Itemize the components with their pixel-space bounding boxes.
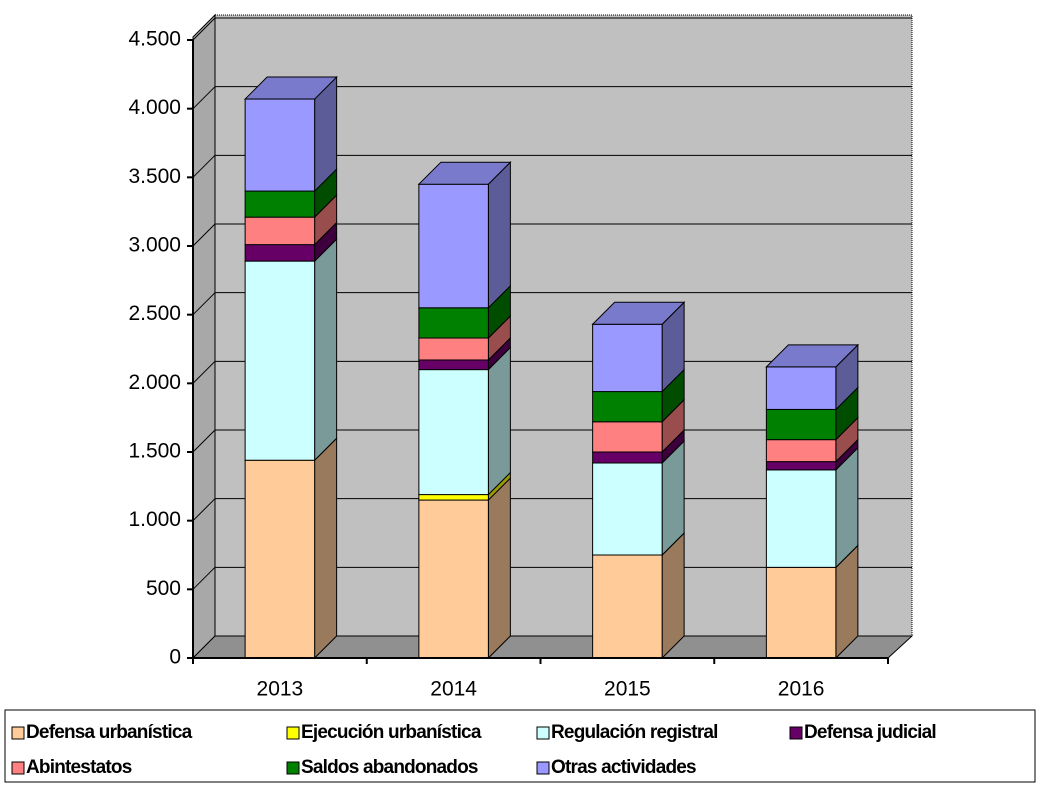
bar — [765, 408, 837, 441]
bar-top — [765, 344, 860, 368]
legend-label: Defensa urbanística — [26, 722, 193, 743]
grid-line-side — [192, 154, 216, 178]
y-tick-label: 500 — [146, 577, 181, 600]
y-tick-label: 3.500 — [128, 165, 181, 188]
x-tick-label: 2014 — [430, 678, 477, 701]
x-tick-label: 2015 — [604, 678, 651, 701]
bar — [592, 462, 663, 556]
bar — [765, 366, 837, 410]
bar — [765, 439, 837, 463]
legend-swatch — [286, 726, 300, 740]
bar — [592, 323, 663, 393]
legend-label: Defensa judicial — [804, 722, 936, 743]
bar-side — [314, 437, 338, 660]
legend-box — [4, 709, 1036, 783]
legend-label: Saldos abandonados — [301, 757, 478, 778]
bar — [418, 307, 489, 339]
y-tick-label: 1.000 — [128, 508, 181, 531]
bar — [418, 499, 489, 659]
legend-label: Abintestatos — [26, 757, 132, 778]
grid-line-side — [192, 17, 216, 41]
bar-top — [591, 301, 686, 325]
grid-line-side — [192, 223, 216, 247]
bar — [244, 260, 316, 461]
bar — [418, 359, 489, 371]
x-tick-label: 2016 — [778, 678, 825, 701]
legend-label: Regulación registral — [551, 722, 718, 743]
y-tick-label: 2.500 — [128, 302, 181, 325]
y-tick-label: 0 — [169, 646, 181, 669]
legend-swatch — [789, 726, 803, 740]
y-tick-label: 2.000 — [128, 371, 181, 394]
bar — [765, 566, 837, 659]
bar — [592, 451, 663, 464]
bars — [243, 75, 860, 660]
grid-line-side — [192, 292, 216, 316]
legend-swatch — [286, 761, 300, 775]
legend-swatch — [11, 761, 25, 775]
y-tick-label: 1.500 — [128, 440, 181, 463]
bar — [244, 244, 316, 262]
bar — [244, 98, 316, 192]
bar — [244, 216, 316, 246]
bar — [418, 494, 489, 501]
grid-line-side — [192, 360, 216, 384]
bar — [418, 337, 489, 361]
bar-top — [417, 161, 512, 185]
legend-swatch — [536, 726, 550, 740]
grid-line-side — [192, 498, 216, 522]
axes: 0 500 1.000 1.500 2.000 2.500 3.000 3.500 4.000 4… — [128, 28, 889, 701]
bar — [592, 554, 663, 659]
grid-line-side — [192, 566, 216, 590]
y-tick-label: 4.500 — [128, 28, 181, 51]
bar — [244, 190, 316, 218]
bar-side — [314, 237, 338, 462]
y-tick-label: 3.000 — [128, 234, 181, 257]
bar — [592, 391, 663, 423]
bar-top — [243, 76, 338, 100]
side-wall — [192, 13, 216, 660]
bar-side — [487, 346, 511, 496]
bar — [765, 461, 837, 471]
legend-label: Otras actividades — [551, 757, 696, 778]
legend-swatch — [11, 726, 25, 740]
grid-line-side — [192, 86, 216, 110]
y-tick-label: 4.000 — [128, 96, 181, 119]
bar-side — [487, 476, 511, 660]
x-tick-label: 2013 — [257, 678, 304, 701]
bar — [592, 421, 663, 453]
legend-swatch — [536, 761, 550, 775]
bar — [418, 183, 489, 309]
legend-label: Ejecución urbanística — [301, 722, 482, 743]
legend: Defensa urbanística Ejecución urbanística… — [11, 722, 937, 778]
bar — [765, 469, 837, 568]
grid-line-side — [192, 429, 216, 453]
bar-side — [487, 160, 511, 310]
bar — [244, 459, 316, 659]
bar — [418, 369, 489, 496]
